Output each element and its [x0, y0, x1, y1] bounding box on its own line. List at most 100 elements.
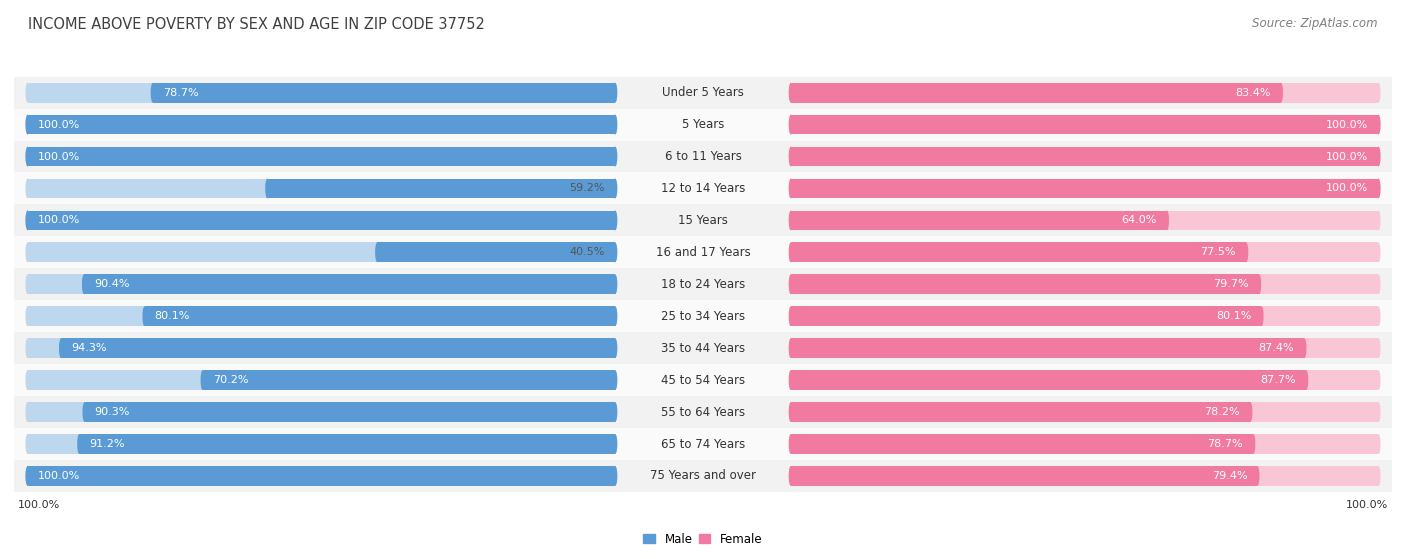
Text: 100.0%: 100.0% [1347, 500, 1389, 510]
Text: 100.0%: 100.0% [38, 120, 80, 130]
Bar [60, 338, 616, 358]
Bar [790, 115, 1378, 135]
Circle shape [1279, 83, 1284, 102]
Circle shape [25, 211, 30, 230]
Circle shape [613, 211, 617, 230]
Circle shape [789, 370, 793, 390]
Bar [14, 332, 1392, 364]
Text: 78.2%: 78.2% [1205, 407, 1240, 417]
Circle shape [25, 211, 30, 230]
Circle shape [1303, 370, 1308, 390]
Bar [28, 211, 616, 230]
Circle shape [1376, 146, 1381, 167]
Text: 80.1%: 80.1% [1216, 311, 1251, 321]
Bar [790, 434, 1253, 454]
Bar [14, 205, 1392, 236]
Circle shape [1376, 115, 1381, 135]
Bar [28, 178, 616, 198]
Bar [79, 434, 616, 454]
Bar [790, 466, 1378, 486]
Bar [790, 402, 1378, 422]
Circle shape [1256, 466, 1260, 486]
Circle shape [613, 243, 617, 262]
Circle shape [789, 434, 793, 454]
Bar [790, 274, 1378, 294]
Text: 100.0%: 100.0% [17, 500, 59, 510]
Bar [14, 364, 1392, 396]
Circle shape [613, 434, 617, 454]
Bar [267, 178, 616, 198]
Bar [790, 211, 1167, 230]
Bar [14, 236, 1392, 268]
Bar [14, 268, 1392, 300]
Circle shape [1376, 338, 1381, 358]
Circle shape [150, 83, 155, 102]
Bar [14, 300, 1392, 332]
Bar [28, 146, 616, 167]
Bar [84, 402, 616, 422]
Bar [202, 370, 616, 390]
Circle shape [142, 306, 146, 326]
Circle shape [1376, 243, 1381, 262]
Circle shape [789, 402, 793, 422]
Circle shape [613, 306, 617, 326]
Bar [14, 428, 1392, 460]
Bar [790, 146, 1378, 167]
Bar [28, 338, 616, 358]
Circle shape [1376, 306, 1381, 326]
Circle shape [25, 402, 30, 422]
Circle shape [77, 434, 82, 454]
Circle shape [789, 243, 793, 262]
Text: 78.7%: 78.7% [163, 88, 198, 98]
Bar [28, 146, 616, 167]
Bar [14, 460, 1392, 492]
Circle shape [789, 83, 793, 102]
Circle shape [789, 146, 793, 167]
Text: 100.0%: 100.0% [1326, 151, 1368, 162]
Circle shape [613, 466, 617, 486]
Text: 40.5%: 40.5% [569, 247, 605, 257]
Text: 100.0%: 100.0% [38, 471, 80, 481]
Circle shape [25, 466, 30, 486]
Text: 100.0%: 100.0% [38, 215, 80, 225]
Bar [28, 402, 616, 422]
Text: 78.7%: 78.7% [1208, 439, 1243, 449]
Text: 70.2%: 70.2% [212, 375, 249, 385]
Circle shape [25, 434, 30, 454]
Text: Source: ZipAtlas.com: Source: ZipAtlas.com [1253, 17, 1378, 30]
Bar [790, 178, 1378, 198]
Circle shape [1164, 211, 1168, 230]
Circle shape [1376, 178, 1381, 198]
Text: 65 to 74 Years: 65 to 74 Years [661, 438, 745, 451]
Circle shape [613, 178, 617, 198]
Circle shape [25, 306, 30, 326]
Circle shape [1251, 434, 1256, 454]
Bar [790, 178, 1378, 198]
Bar [28, 466, 616, 486]
Text: 100.0%: 100.0% [38, 151, 80, 162]
Text: 12 to 14 Years: 12 to 14 Years [661, 182, 745, 195]
Text: 100.0%: 100.0% [1326, 120, 1368, 130]
Text: 5 Years: 5 Years [682, 118, 724, 131]
Text: 77.5%: 77.5% [1201, 247, 1236, 257]
Circle shape [613, 243, 617, 262]
Text: 91.2%: 91.2% [90, 439, 125, 449]
Circle shape [1257, 274, 1261, 294]
Circle shape [613, 402, 617, 422]
Circle shape [613, 178, 617, 198]
Bar [790, 370, 1378, 390]
Text: 64.0%: 64.0% [1122, 215, 1157, 225]
Circle shape [789, 83, 793, 102]
Text: 87.7%: 87.7% [1260, 375, 1296, 385]
Circle shape [789, 115, 793, 135]
Text: 6 to 11 Years: 6 to 11 Years [665, 150, 741, 163]
Circle shape [25, 146, 30, 167]
Bar [790, 338, 1305, 358]
Bar [84, 274, 616, 294]
Circle shape [789, 434, 793, 454]
Circle shape [789, 306, 793, 326]
Bar [790, 434, 1378, 454]
Bar [790, 306, 1261, 326]
Circle shape [201, 370, 205, 390]
Text: 83.4%: 83.4% [1236, 88, 1271, 98]
